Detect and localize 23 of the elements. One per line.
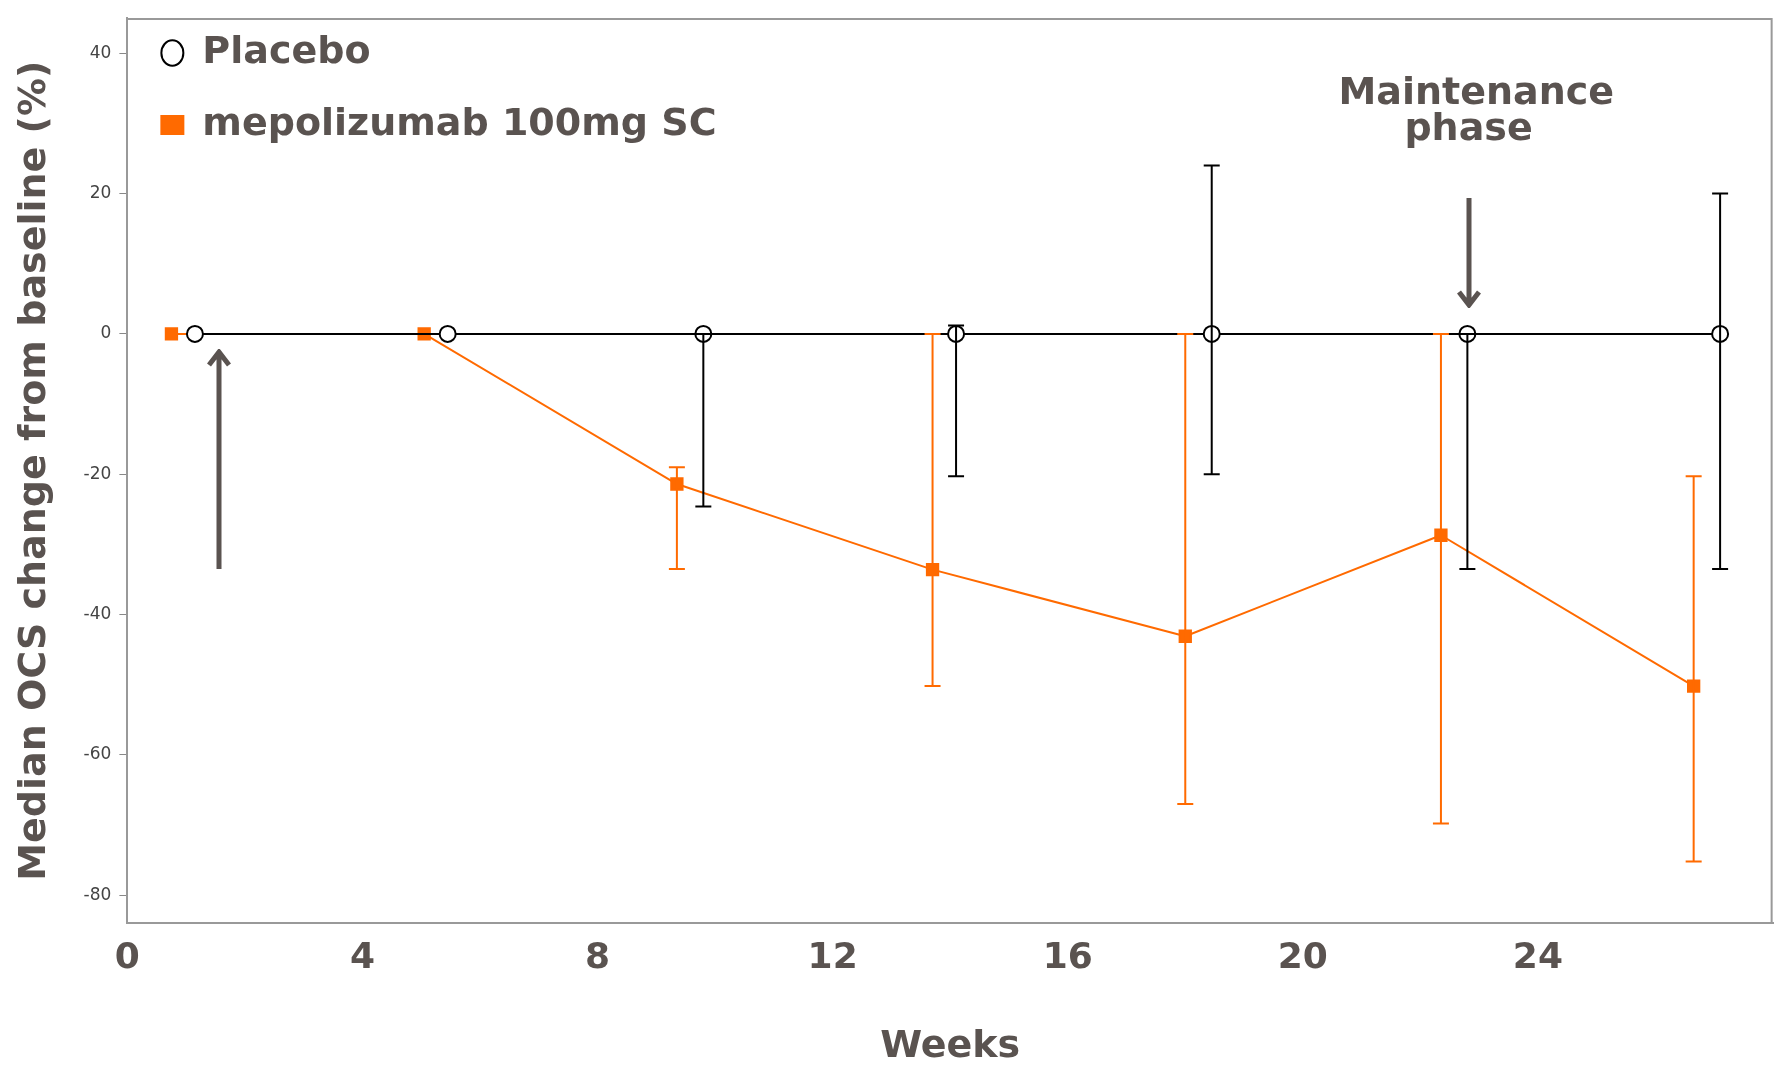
legend-label: Placebo xyxy=(202,27,371,72)
point xyxy=(185,324,204,343)
y-tick-label: -20 xyxy=(83,462,112,483)
x-tick-label: 16 xyxy=(1042,935,1093,977)
y-tick-label: 0 xyxy=(100,322,112,343)
x-tick-label: 8 xyxy=(585,935,611,977)
x-axis-title: Weeks xyxy=(880,1022,1021,1067)
x-tick-label: 4 xyxy=(349,935,375,977)
x-tick-label: 24 xyxy=(1512,935,1563,977)
legend-label: mepolizumab 100mg SC xyxy=(202,99,717,144)
y-tick-label: -40 xyxy=(83,602,112,623)
y-tick-label: 40 xyxy=(89,41,112,62)
point xyxy=(670,477,684,491)
y-tick-label: -60 xyxy=(83,743,112,764)
y-tick-label: -80 xyxy=(83,883,112,904)
y-axis-title: Median OCS change from baseline (%) xyxy=(9,60,54,881)
point xyxy=(1434,528,1448,542)
x-tick-label: 12 xyxy=(807,935,858,977)
point xyxy=(438,324,457,343)
x-tick-label: 20 xyxy=(1277,935,1328,977)
point xyxy=(164,327,179,341)
y-tick-label: 20 xyxy=(89,182,112,203)
annotation: Maintenance phase xyxy=(1338,69,1615,150)
